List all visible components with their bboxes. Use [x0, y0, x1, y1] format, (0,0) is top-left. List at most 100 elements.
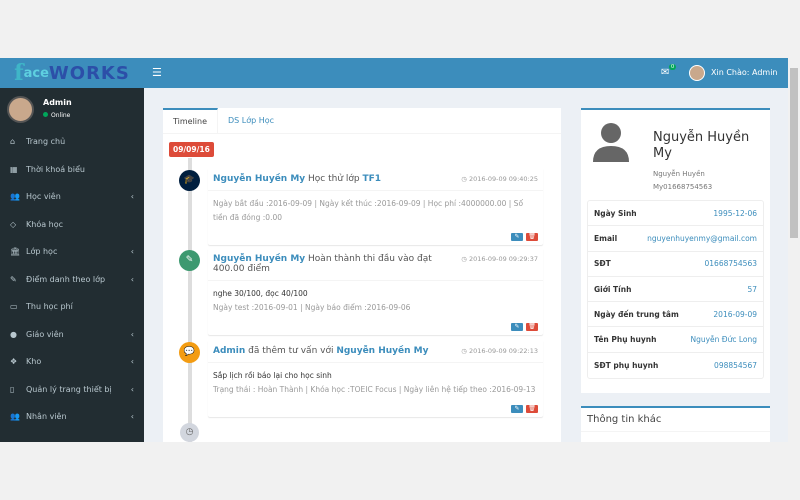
sidebar-item[interactable]: 👥 Nhân viên ‹ [0, 403, 144, 431]
clock-icon: ◷ [180, 423, 199, 442]
sidebar-item-label: Quản lý trang thiết bị [26, 384, 112, 394]
row-value[interactable]: 1995-12-06 [713, 208, 757, 218]
tabs: Timeline DS Lớp Học [163, 108, 561, 134]
timeline-header: Nguyễn Huyền My Hoàn thành thi đầu vào đ… [208, 248, 543, 281]
sidebar-item-label: Trang chủ [26, 137, 66, 147]
timeline-body: Sắp lịch rồi báo lại cho học sinh Trạng t… [208, 363, 543, 417]
row-label: SĐT phụ huynh [594, 360, 659, 370]
profile-row: Ngày đến trung tâm 2016-09-09 [588, 302, 763, 328]
row-label: Ngày đến trung tâm [594, 309, 679, 319]
profile-row: SĐT phụ huynh 098854567 [588, 353, 763, 378]
action-text: đã thêm tư vấn với [245, 346, 337, 356]
status-label: Online [51, 112, 71, 119]
date-label: 09/09/16 [169, 142, 214, 157]
row-value[interactable]: nguyenhuyenmy@gmail.com [647, 233, 757, 243]
sidebar-item[interactable]: ▦ Thời khoá biểu [0, 156, 144, 184]
target-link[interactable]: TF1 [362, 174, 382, 184]
delete-button[interactable]: 🗑 [526, 323, 538, 331]
timestamp: ◷ 2016-09-09 09:40:25 [461, 175, 538, 183]
user-greeting[interactable]: Xin Chào: Admin [711, 68, 778, 77]
edit-button[interactable]: ✎ [511, 323, 523, 331]
logo-works: WORKS [48, 62, 130, 84]
student-link[interactable]: Admin [213, 346, 246, 356]
delete-button[interactable]: 🗑 [526, 405, 538, 413]
student-link[interactable]: Nguyễn Huyền My [213, 174, 306, 184]
edit-button[interactable]: ✎ [511, 233, 523, 241]
cubes-icon: ❖ [10, 357, 18, 367]
meta-text: Ngày test :2016-09-01 | Ngày báo điểm :2… [213, 303, 411, 312]
sidebar-item[interactable]: ⌂ Trang chủ [0, 128, 144, 156]
profile-row: Ngày Sinh 1995-12-06 [588, 201, 763, 227]
row-value[interactable]: Nguyễn Đức Long [690, 335, 757, 345]
sidebar-item[interactable]: ▯ Quản lý trang thiết bị ‹ [0, 376, 144, 404]
row-value[interactable]: 57 [747, 284, 757, 294]
row-label: Giới Tính [594, 284, 632, 294]
timestamp: ◷ 2016-09-09 09:29:37 [461, 255, 538, 263]
timestamp-text: 2016-09-09 09:22:13 [468, 347, 538, 355]
sidebar-item[interactable]: ❖ Kho ‹ [0, 348, 144, 376]
user-name: Admin [43, 98, 72, 107]
row-value[interactable]: 01668754563 [704, 259, 758, 269]
edit-button[interactable]: ✎ [511, 405, 523, 413]
other-info-title: Thông tin khác [581, 408, 770, 432]
scrollbar[interactable] [788, 58, 800, 442]
chevron-left-icon: ‹ [130, 192, 134, 202]
bars-icon[interactable]: ☰ [152, 66, 162, 79]
sidebar-item[interactable]: ◇ Khóa học [0, 211, 144, 239]
sidebar-item[interactable]: ▭ Thu học phí [0, 293, 144, 321]
sidebar-item-label: Thời khoá biểu [26, 164, 85, 174]
sidebar-item-label: Điểm danh theo lớp [26, 274, 106, 284]
money-icon: ▭ [10, 302, 18, 312]
sidebar-item[interactable]: ✎ Điểm danh theo lớp ‹ [0, 266, 144, 294]
timeline-item: Nguyễn Huyền My Hoàn thành thi đầu vào đ… [208, 248, 543, 335]
chevron-left-icon: ‹ [130, 329, 134, 339]
sidebar-item-label: Học viên [26, 192, 61, 202]
tablet-icon: ▯ [10, 384, 15, 394]
tab[interactable]: DS Lớp Học [228, 116, 275, 125]
meta-text: Trạng thái : Hoàn Thành | Khóa học :TOEI… [213, 385, 536, 394]
chevron-left-icon: ‹ [130, 274, 134, 284]
row-label: Ngày Sinh [594, 208, 637, 218]
avatar[interactable] [689, 65, 705, 81]
chevron-left-icon: ‹ [130, 247, 134, 257]
timestamp-text: 2016-09-09 09:29:37 [468, 255, 538, 263]
bank-icon: 🏛 [10, 247, 21, 257]
sidebar-item-label: Nhân viên [26, 412, 67, 422]
timeline-body: Ngày bắt đầu :2016-09-09 | Ngày kết thúc… [208, 191, 543, 245]
body-text: nghe 30/100, đọc 40/100 [213, 289, 308, 298]
profile-row: SĐT 01668754563 [588, 252, 763, 277]
scrollbar-thumb[interactable] [790, 68, 798, 238]
row-value[interactable]: 098854567 [714, 360, 757, 370]
envelope-icon[interactable]: ✉ [661, 67, 670, 78]
tab[interactable]: Timeline [163, 108, 219, 133]
sidebar-item[interactable]: ● Giáo viên ‹ [0, 321, 144, 349]
sidebar-item-label: Khóa học [26, 219, 64, 229]
profile-name: Nguyễn Huyền My [653, 130, 750, 161]
target-link[interactable]: Nguyễn Huyền My [336, 346, 429, 356]
profile-row: Email nguyenhuyenmy@gmail.com [588, 226, 763, 252]
paint-brush-icon: ✎ [179, 250, 200, 271]
sidebar: Admin Online ⌂ Trang chủ ▦ Thời khoá biểu 👥 H… [0, 88, 144, 442]
sidebar-item-label: Thu học phí [26, 302, 73, 312]
sidebar-item-label: Giáo viên [26, 329, 64, 339]
sidebar-item[interactable]: 👥 Học viên ‹ [0, 183, 144, 211]
chevron-left-icon: ‹ [130, 384, 134, 394]
diamond-icon: ◇ [10, 219, 17, 229]
row-label: Tên Phụ huynh [594, 335, 657, 345]
sidebar-item-label: Lớp học [26, 247, 58, 257]
delete-button[interactable]: 🗑 [526, 233, 538, 241]
profile-subtitle: Nguyễn Huyền My01668754563 [653, 170, 713, 191]
chevron-left-icon: ‹ [130, 357, 134, 367]
row-value[interactable]: 2016-09-09 [713, 309, 757, 319]
logo[interactable]: f ace WORKS [0, 58, 144, 88]
sidebar-item[interactable]: 🏛 Lớp học ‹ [0, 238, 144, 266]
timeline-header: Nguyễn Huyền My Học thử lớp TF1 ◷ 2016-09… [208, 168, 543, 191]
profile-row: Giới Tính 57 [588, 277, 763, 303]
meta-text: Ngày bắt đầu :2016-09-09 | Ngày kết thúc… [213, 199, 524, 222]
timeline-item: Admin đã thêm tư vấn với Nguyễn Huyền My… [208, 340, 543, 417]
timeline-body: nghe 30/100, đọc 40/100 Ngày test :2016-0… [208, 281, 543, 335]
edit-icon: ✎ [10, 274, 17, 284]
row-label: SĐT [594, 259, 611, 269]
student-link[interactable]: Nguyễn Huyền My [213, 254, 306, 264]
user-icon: ● [10, 329, 17, 339]
